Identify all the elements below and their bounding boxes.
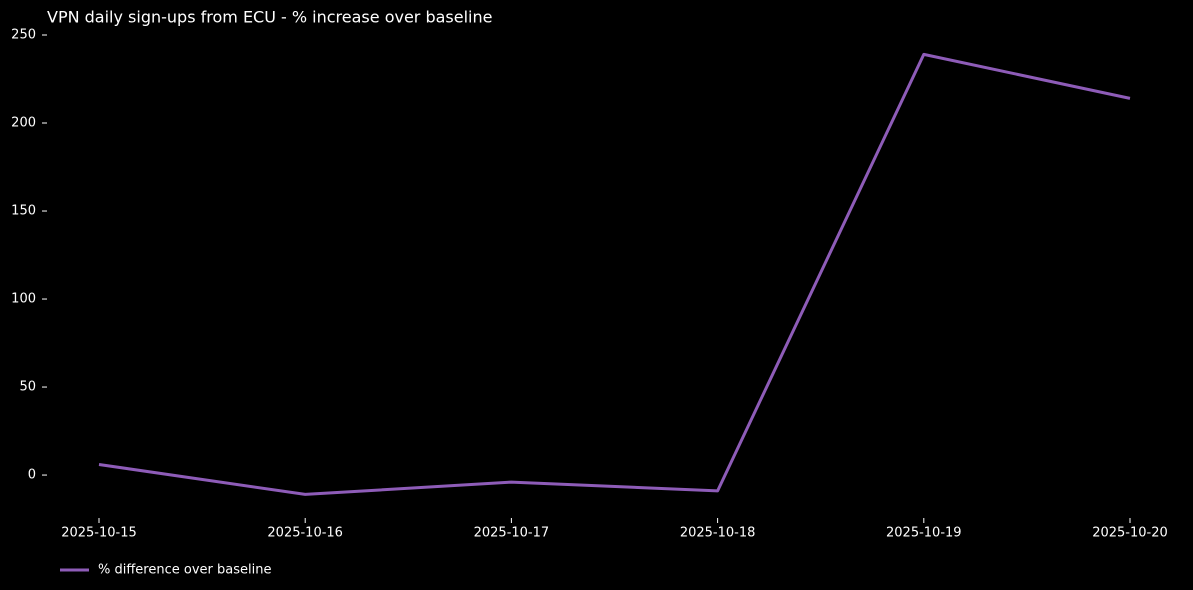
x-tick-label: 2025-10-16	[267, 526, 343, 541]
x-tick-label: 2025-10-20	[1092, 526, 1168, 541]
x-tick-label: 2025-10-17	[474, 526, 550, 541]
chart-title: VPN daily sign-ups from ECU - % increase…	[47, 8, 492, 27]
y-tick-label: 200	[11, 116, 36, 131]
x-tick-label: 2025-10-19	[886, 526, 962, 541]
y-tick-label: 50	[19, 380, 36, 395]
y-tick-label: 0	[28, 468, 36, 483]
data-line	[98, 52, 1131, 496]
y-tick-label: 150	[11, 204, 36, 219]
legend-label: % difference over baseline	[98, 563, 271, 578]
y-tick-label: 100	[11, 292, 36, 307]
x-tick-label: 2025-10-18	[680, 526, 756, 541]
x-tick-label: 2025-10-15	[61, 526, 137, 541]
y-tick-label: 250	[11, 28, 36, 43]
